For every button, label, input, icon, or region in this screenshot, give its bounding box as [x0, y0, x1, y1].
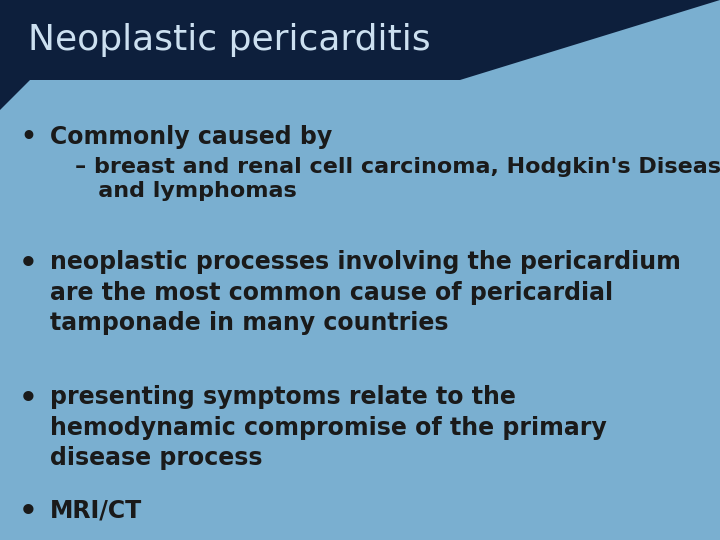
Polygon shape — [0, 0, 720, 80]
Text: MRI/CT: MRI/CT — [50, 498, 143, 522]
Text: and lymphomas: and lymphomas — [75, 181, 297, 201]
Text: Neoplastic pericarditis: Neoplastic pericarditis — [28, 23, 431, 57]
Text: neoplastic processes involving the pericardium
are the most common cause of peri: neoplastic processes involving the peric… — [50, 250, 681, 335]
Text: presenting symptoms relate to the
hemodynamic compromise of the primary
disease : presenting symptoms relate to the hemody… — [50, 385, 607, 470]
Text: •: • — [20, 125, 36, 149]
Text: Commonly caused by: Commonly caused by — [50, 125, 332, 149]
Text: •: • — [19, 385, 37, 413]
Text: – breast and renal cell carcinoma, Hodgkin's Disease: – breast and renal cell carcinoma, Hodgk… — [75, 157, 720, 177]
Text: •: • — [19, 250, 37, 278]
Polygon shape — [0, 80, 30, 110]
Text: •: • — [19, 498, 37, 526]
